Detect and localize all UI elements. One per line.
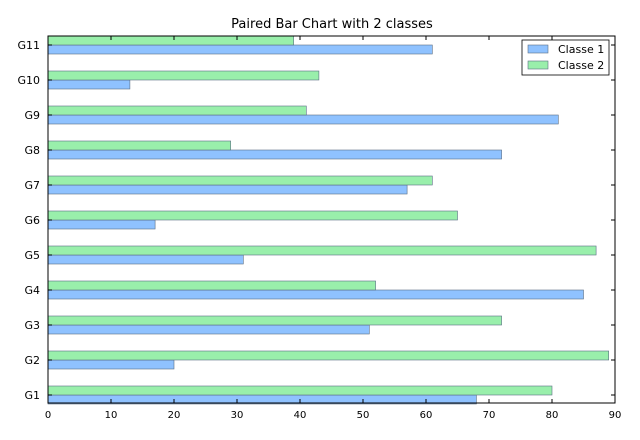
x-tick-label-10: 10 <box>105 410 118 421</box>
bar-classe-1-g9 <box>47 114 559 125</box>
y-tick-label-g3: G3 <box>24 319 40 332</box>
bar-classe-2-g3 <box>47 315 502 326</box>
bar-classe-1-g7 <box>47 184 408 195</box>
bar-classe-2-g8 <box>47 140 231 151</box>
x-tick-label-50: 50 <box>357 410 370 421</box>
y-tick-label-g8: G8 <box>24 144 40 157</box>
y-tick-label-g1: G1 <box>24 389 40 402</box>
bar-classe-2-g11 <box>47 35 294 46</box>
bar-classe-1-g10 <box>47 79 131 90</box>
bars-layer <box>47 35 610 405</box>
bar-classe-1-g4 <box>47 289 584 300</box>
chart-title: Paired Bar Chart with 2 classes <box>231 17 433 32</box>
x-tick-label-30: 30 <box>231 410 244 421</box>
y-tick-label-g6: G6 <box>24 214 40 227</box>
legend: Classe 1 Classe 2 <box>521 39 610 76</box>
x-tick-label-90: 90 <box>609 410 622 421</box>
x-tick-label-0: 0 <box>45 410 51 421</box>
bar-classe-2-g7 <box>47 175 433 186</box>
bar-classe-2-g6 <box>47 210 458 221</box>
bar-classe-2-g2 <box>47 350 610 361</box>
legend-label-classe-1: Classe 1 <box>558 43 604 56</box>
legend-swatch-classe-1 <box>527 44 549 54</box>
bar-classe-2-g5 <box>47 245 597 256</box>
y-tick-label-g9: G9 <box>24 109 40 122</box>
x-tick-label-80: 80 <box>546 410 559 421</box>
x-tick-label-60: 60 <box>420 410 433 421</box>
x-tick-label-70: 70 <box>483 410 496 421</box>
legend-label-classe-2: Classe 2 <box>558 59 604 72</box>
bar-classe-2-g4 <box>47 280 376 291</box>
x-tick-label-20: 20 <box>168 410 181 421</box>
plot-frame <box>47 35 616 404</box>
y-tick-label-g4: G4 <box>24 284 40 297</box>
legend-swatch-classe-2 <box>527 60 549 70</box>
tick-labels-layer: G1 G2 G3 G4 G5 G6 G7 G8 G9 G10 G11 0 10 20 30 40 50 60 70 8… <box>17 39 621 421</box>
bar-classe-1-g11 <box>47 44 433 55</box>
bar-classe-1-g6 <box>47 219 156 230</box>
bar-classe-2-g9 <box>47 105 307 116</box>
bar-classe-1-g2 <box>47 359 175 370</box>
bar-classe-1-g8 <box>47 149 502 160</box>
y-tick-label-g11: G11 <box>17 39 40 52</box>
bar-classe-1-g5 <box>47 254 244 265</box>
y-tick-label-g10: G10 <box>17 74 40 87</box>
bar-classe-2-g1 <box>47 385 553 396</box>
y-tick-label-g5: G5 <box>24 249 40 262</box>
bar-classe-2-g10 <box>47 70 320 81</box>
y-tick-label-g2: G2 <box>24 354 40 367</box>
x-tick-label-40: 40 <box>294 410 307 421</box>
bar-classe-1-g3 <box>47 324 370 335</box>
y-tick-label-g7: G7 <box>24 179 40 192</box>
